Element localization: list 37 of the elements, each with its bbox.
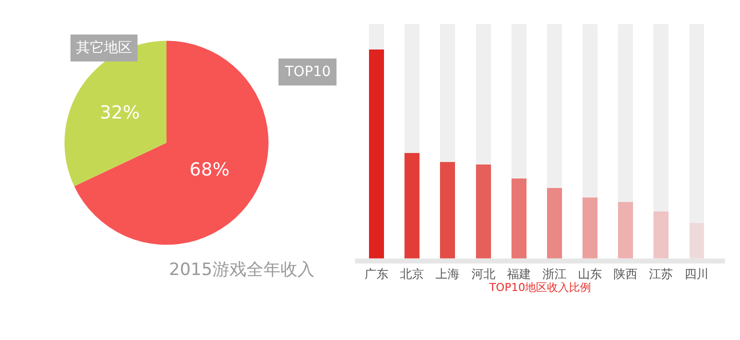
x-tick-label: 山东 bbox=[578, 266, 602, 281]
x-tick-label: 浙江 bbox=[542, 266, 566, 281]
x-tick-label: 陕西 bbox=[614, 266, 638, 281]
bar bbox=[476, 24, 491, 165]
bar bbox=[440, 24, 456, 162]
bar bbox=[689, 24, 704, 224]
x-tick-label: 广东 bbox=[364, 266, 389, 281]
bar bbox=[582, 197, 598, 258]
bar bbox=[654, 24, 669, 212]
bar bbox=[369, 50, 384, 258]
x-tick-label: 江苏 bbox=[649, 266, 674, 281]
bar bbox=[440, 162, 456, 258]
bar bbox=[546, 188, 562, 258]
data-label: 32% bbox=[100, 102, 140, 124]
bar bbox=[582, 24, 598, 198]
text: 2015游戏全年收入 bbox=[169, 260, 314, 280]
slice-label: 其它地区 bbox=[76, 40, 132, 56]
bar bbox=[511, 178, 526, 258]
x-tick-label: 福建 bbox=[506, 266, 531, 281]
bar bbox=[618, 24, 634, 202]
data-label: 68% bbox=[190, 160, 230, 181]
bar bbox=[404, 24, 420, 153]
bar bbox=[546, 24, 562, 188]
x-tick-label: 上海 bbox=[436, 266, 460, 281]
bar bbox=[511, 24, 526, 179]
x-tick-label: 四川 bbox=[684, 266, 709, 281]
pie-slice bbox=[74, 40, 268, 245]
pie-slice bbox=[64, 40, 166, 186]
bar bbox=[369, 24, 384, 50]
x-tick-label: 河北 bbox=[471, 266, 496, 281]
x-tick-label: 北京 bbox=[400, 266, 424, 281]
bar bbox=[476, 164, 491, 258]
bar bbox=[654, 211, 669, 258]
bar bbox=[618, 202, 634, 258]
slice-label: TOP10 bbox=[284, 64, 331, 80]
x-axis-title: TOP10地区收入比例 bbox=[488, 280, 592, 294]
bar bbox=[404, 152, 420, 258]
